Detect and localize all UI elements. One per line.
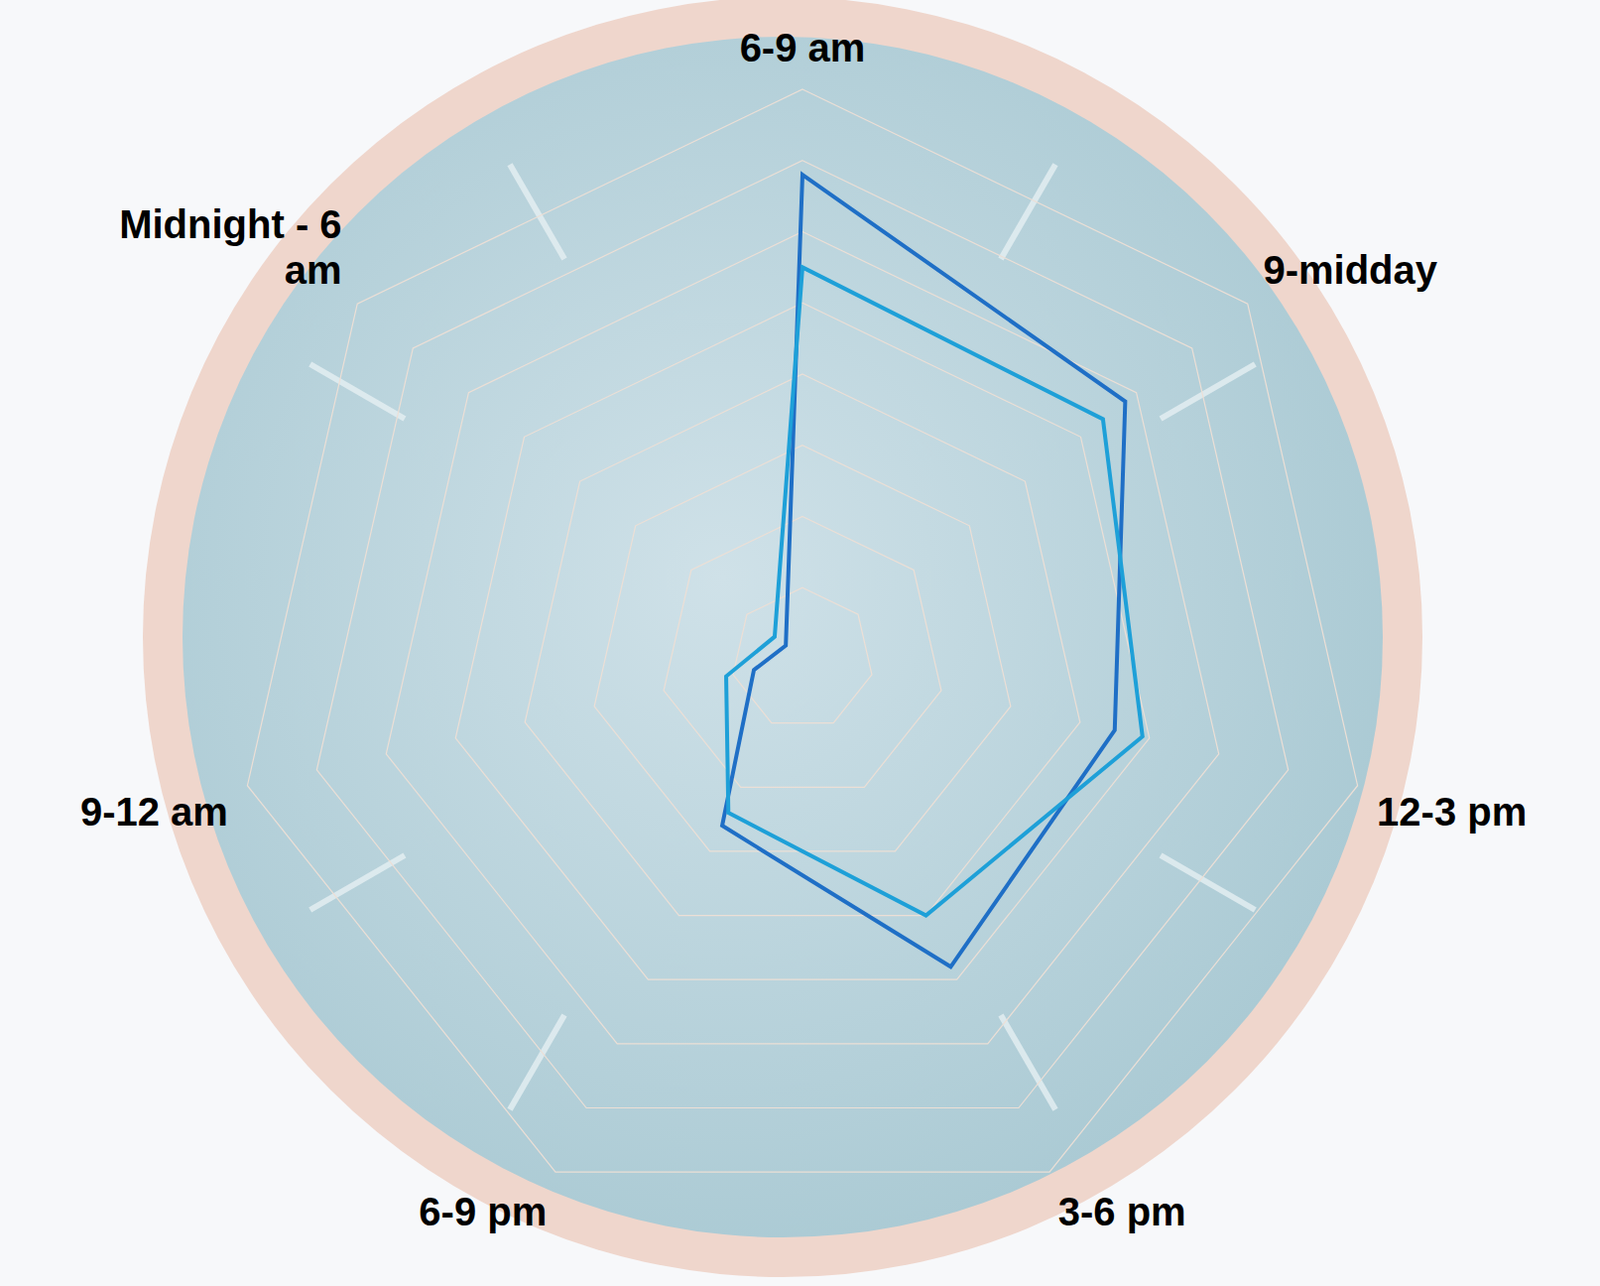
- grid-ring: [385, 232, 1219, 1044]
- grid-ring: [455, 302, 1150, 980]
- radar: 6-9 am 9-midday 12-3 pm 3-6 pm 6-9 pm 9-12 am…: [80, 25, 1527, 1233]
- clock-tick: [1160, 855, 1255, 910]
- clock-rim: [142, 0, 1423, 1277]
- series-line: [726, 266, 1143, 915]
- series-group: [722, 174, 1143, 967]
- clock-face: [182, 36, 1383, 1237]
- grid-ring: [594, 445, 1011, 852]
- clock-tick: [1000, 164, 1056, 259]
- clock-tick: [1160, 364, 1255, 419]
- category-label: 6-9 pm: [418, 1189, 547, 1233]
- category-label: Midnight - 6am: [119, 202, 342, 292]
- category-label: 12-3 pm: [1376, 789, 1527, 834]
- grid-ring: [316, 160, 1288, 1108]
- category-label: 3-6 pm: [1058, 1189, 1187, 1233]
- series-line: [722, 174, 1125, 967]
- grid-ring: [524, 373, 1081, 916]
- clock-background: [142, 0, 1423, 1277]
- category-label: 9-midday: [1262, 247, 1438, 292]
- category-label: 9-12 am: [80, 789, 229, 834]
- grid-ring: [663, 516, 942, 788]
- clock-tick: [509, 1014, 565, 1109]
- chart: 6-9 am 9-midday 12-3 pm 3-6 pm 6-9 pm 9-12 am…: [0, 0, 1600, 1286]
- clock-tick: [310, 364, 405, 419]
- clock-tick: [509, 164, 565, 259]
- category-label: 6-9 am: [739, 25, 866, 70]
- grid: [246, 89, 1357, 1172]
- category-labels: 6-9 am 9-midday 12-3 pm 3-6 pm 6-9 pm 9-12 am…: [80, 25, 1527, 1233]
- grid-ring: [246, 89, 1357, 1172]
